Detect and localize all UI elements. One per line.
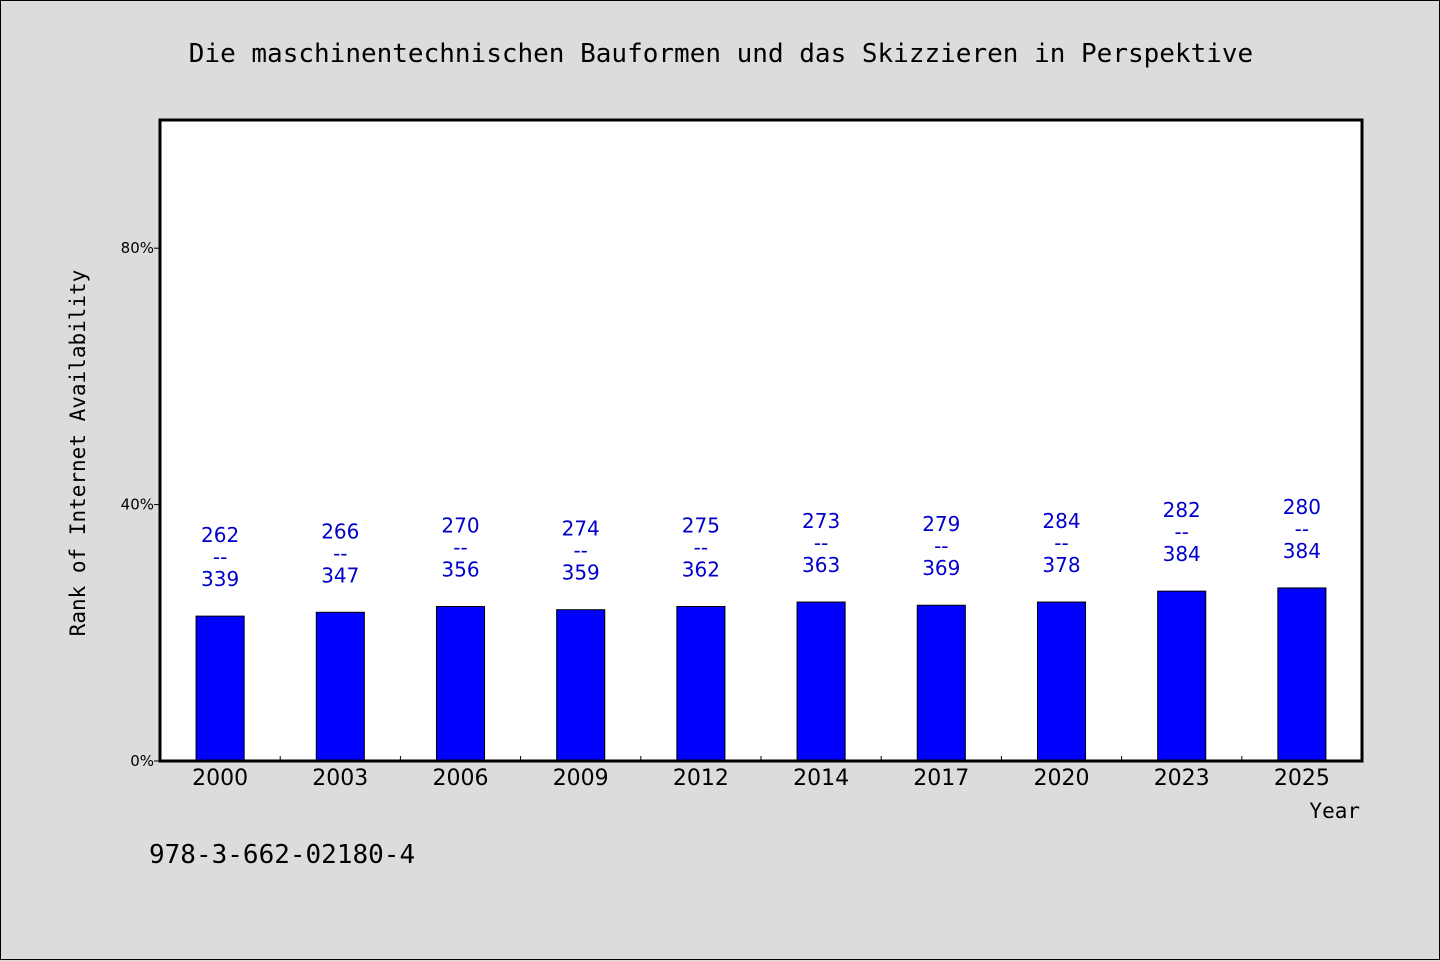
data-label-bottom: 359 xyxy=(562,561,600,585)
x-tick-label: 2006 xyxy=(433,766,489,791)
bar xyxy=(556,609,606,762)
data-label-separator: -- xyxy=(453,536,467,560)
bar xyxy=(315,611,365,762)
data-label-separator: -- xyxy=(814,531,828,555)
bar xyxy=(195,615,245,762)
x-tick-label: 2025 xyxy=(1274,766,1330,791)
bar xyxy=(435,606,486,762)
data-label-bottom: 384 xyxy=(1163,542,1201,566)
data-label-top: 282 xyxy=(1163,498,1201,522)
bar xyxy=(1036,601,1087,762)
data-label-top: 275 xyxy=(682,514,720,538)
data-label-separator: -- xyxy=(333,541,347,565)
data-label-top: 279 xyxy=(922,512,960,536)
data-label-separator: -- xyxy=(1054,531,1068,555)
data-label-top: 270 xyxy=(441,514,479,538)
bar xyxy=(1277,587,1327,762)
y-axis-label: Rank of Internet Availability xyxy=(66,270,90,637)
y-tick-label: 80% xyxy=(121,239,154,257)
y-tick-label: 40% xyxy=(121,496,154,514)
x-tick-label: 2000 xyxy=(192,766,248,791)
chart-title: Die maschinentechnischen Bauformen und d… xyxy=(189,39,1253,69)
data-label-separator: -- xyxy=(213,545,227,569)
bar xyxy=(676,606,726,762)
data-label-top: 266 xyxy=(321,519,359,543)
data-label-separator: -- xyxy=(573,539,587,563)
data-label-bottom: 378 xyxy=(1042,553,1080,577)
data-label-bottom: 369 xyxy=(922,556,960,580)
x-tick-label: 2020 xyxy=(1034,766,1090,791)
data-label-bottom: 356 xyxy=(441,558,479,582)
data-label-separator: -- xyxy=(694,536,708,560)
x-tick-label: 2017 xyxy=(913,766,969,791)
data-label-bottom: 384 xyxy=(1283,539,1321,563)
plot-border xyxy=(158,118,1364,763)
data-label-bottom: 339 xyxy=(201,567,239,591)
data-label-top: 262 xyxy=(201,523,239,547)
x-axis-label: Year xyxy=(1309,799,1360,823)
data-label-separator: -- xyxy=(934,534,948,558)
data-label-top: 280 xyxy=(1283,495,1321,519)
data-label-separator: -- xyxy=(1174,520,1188,544)
data-label-top: 274 xyxy=(562,517,600,541)
data-label-bottom: 363 xyxy=(802,553,840,577)
x-tick-label: 2009 xyxy=(553,766,609,791)
data-label-top: 284 xyxy=(1042,509,1080,533)
x-tick-label: 2012 xyxy=(673,766,729,791)
x-tick-label: 2003 xyxy=(312,766,368,791)
bar xyxy=(796,601,846,762)
data-label-bottom: 362 xyxy=(682,558,720,582)
footer-isbn: 978-3-662-02180-4 xyxy=(149,840,415,870)
data-labels: 2000339--2622003347--2662006356--2702009… xyxy=(192,495,1330,791)
y-tick-label: 0% xyxy=(130,752,154,770)
bar xyxy=(916,604,966,762)
bars xyxy=(195,587,1327,762)
data-label-bottom: 347 xyxy=(321,563,359,587)
data-label-separator: -- xyxy=(1295,517,1309,541)
x-tick-label: 2014 xyxy=(793,766,849,791)
x-tick-label: 2023 xyxy=(1154,766,1210,791)
bar xyxy=(1157,590,1207,762)
data-label-top: 273 xyxy=(802,509,840,533)
